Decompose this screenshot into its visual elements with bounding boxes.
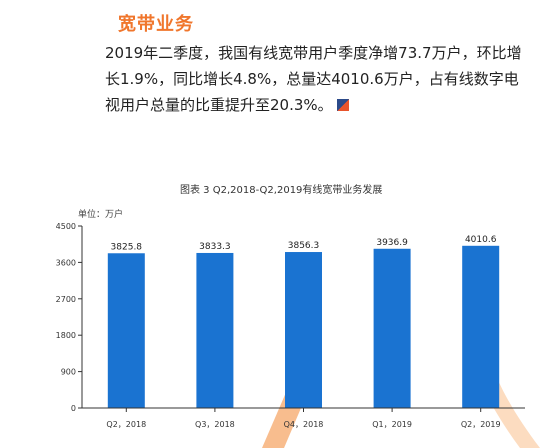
summary-text: 2019年二季度，我国有线宽带用户季度净增73.7万户，环比增长1.9%，同比增… [105,44,522,114]
y-axis: 0 900 1800 2700 3600 4500 [56,222,83,413]
unit-label: 单位：万户 [78,210,124,220]
bars [107,245,500,408]
y-tick-label: 4500 [56,222,76,231]
y-tick-label: 1800 [56,331,76,340]
value-labels: 3825.8 3833.3 3856.3 3936.9 4010.6 [111,235,497,252]
x-tick-label: Q3，2018 [195,420,235,429]
end-mark-icon [336,99,349,111]
bar-value-label: 3936.9 [376,238,408,248]
y-tick-label: 900 [61,368,76,377]
section-heading: 宽带业务 [118,14,194,35]
y-tick-label: 0 [71,404,76,413]
x-tick-label: Q1，2019 [372,420,412,429]
bar [285,252,322,408]
bar [107,253,145,408]
x-tick-label: Q2，2018 [106,420,146,429]
bar [196,252,234,408]
y-tick-label: 2700 [56,295,76,304]
chart-title: 图表 3 Q2,2018-Q2,2019有线宽带业务发展 [180,185,383,196]
x-tick-label: Q2，2019 [461,420,501,429]
bar-value-label: 3825.8 [111,242,143,252]
summary-paragraph: 2019年二季度，我国有线宽带用户季度净增73.7万户，环比增长1.9%，同比增… [105,40,525,118]
x-tick-label: Q4，2018 [284,420,324,429]
bar-value-label: 3856.3 [288,241,320,251]
x-axis: Q2，2018 Q3，2018 Q4，2018 Q1，2019 Q2，2019 [82,407,525,429]
bar-value-label: 3833.3 [199,242,231,252]
bar [462,245,500,408]
y-tick-label: 3600 [56,258,76,267]
bar-value-label: 4010.6 [465,235,497,245]
bar [373,248,411,408]
